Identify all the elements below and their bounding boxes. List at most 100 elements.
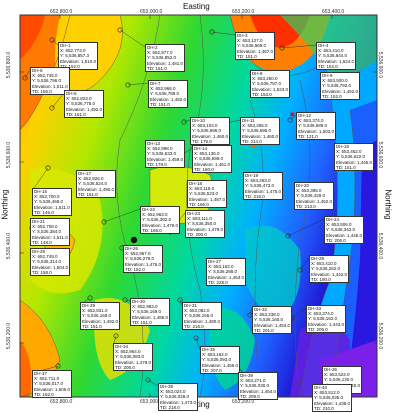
well-label-td: TD: 151.0	[237, 53, 257, 59]
well-label-elev: Elevation: 1,511.0	[34, 204, 70, 210]
well-leader-line	[127, 82, 149, 86]
well-label-x: X: 652,964.0	[115, 349, 141, 355]
well-label-box[interactable]: DH-1 X: 652,773.0 Y: 5,536,857.3 Elevation:…	[58, 42, 99, 71]
well-label-y: Y: 5,536,599.0	[194, 156, 224, 162]
well-label-box[interactable]: DH-24 X: 653,506.0 Y: 5,536,343.0 Elevation…	[324, 216, 365, 245]
well-label-y: Y: 5,536,168.0	[82, 313, 112, 319]
well-label-box[interactable]: DH-15 X: 653,462.0 Y: 5,536,622.0 Elevation…	[334, 143, 375, 172]
well-label-x: X: 652,963.0	[142, 212, 168, 218]
well-label-x: X: 652,831.0	[82, 308, 108, 314]
well-label-box[interactable]: DH-35 X: 653,162.0 Y: 5,536,093.0 Elevation…	[200, 346, 241, 375]
well-label-box[interactable]: DH-33 X: 653,374.0 Y: 5,536,162.0 Elevation…	[306, 305, 347, 334]
well-label-box[interactable]: DH-37 X: 652,711.0 Y: 5,536,017.0 Elevation…	[32, 370, 73, 399]
well-label-elev: Elevation: 1,511.0	[32, 83, 68, 89]
well-label-box[interactable]: DH-17 X: 652,826.0 Y: 5,536,524.0 Elevation…	[76, 170, 117, 199]
well-marker-icon[interactable]	[22, 75, 28, 81]
well-label-box[interactable]: DH-8 X: 653,260.0 Y: 5,536,787.0 Elevation:…	[250, 70, 291, 99]
well-label-box[interactable]: DH-5 X: 652,745.0 Y: 5,536,796.0 Elevation:…	[30, 67, 70, 96]
well-label-y: Y: 5,536,343.0	[326, 227, 356, 233]
well-label-y: Y: 5,536,524.0	[78, 181, 108, 187]
well-label-name: DH-5	[32, 68, 43, 73]
well-label-box[interactable]: DH-16 X: 652,700.0 Y: 5,536,468.0 Elevation…	[32, 188, 72, 217]
well-marker-icon[interactable]	[101, 219, 107, 225]
well-marker-icon[interactable]	[209, 29, 215, 35]
well-label-box[interactable]: DH-26 X: 652,967.0 Y: 5,536,279.0 Elevation…	[123, 245, 164, 274]
well-label-name: DH-28	[311, 256, 325, 261]
well-marker-icon[interactable]	[193, 335, 199, 341]
well-label-box[interactable]: DH-29 X: 652,831.0 Y: 5,536,168.0 Elevation…	[80, 302, 121, 331]
well-label-y: Y: 5,536,169.0	[132, 309, 162, 315]
well-label-box[interactable]: DH-28 X: 653,410.0 Y: 5,536,262.0 Elevation…	[309, 255, 350, 284]
well-label-box[interactable]: DH-23 X: 653,111.0 Y: 5,536,350.0 Elevation…	[185, 210, 226, 239]
well-label-box[interactable]: DH-12 X: 653,374.0 Y: 5,536,689.0 Elevation…	[296, 112, 337, 141]
well-label-name: DH-36	[324, 367, 338, 372]
well-label-y: Y: 5,536,689.0	[298, 123, 328, 129]
well-label-box[interactable]: DH-34 X: 652,964.0 Y: 5,536,083.0 Elevation…	[113, 343, 154, 372]
well-label-y: Y: 5,536,384.0	[32, 229, 62, 235]
well-label-x: X: 653,136.0	[194, 151, 220, 157]
well-label-x: X: 653,162.0	[202, 352, 228, 358]
well-label-box[interactable]: DH-9 X: 653,500.0 Y: 5,536,792.0 Elevation:…	[320, 72, 361, 101]
well-label-box[interactable]: DH-6 X: 652,823.0 Y: 5,536,778.0 Elevation:…	[64, 90, 105, 119]
well-marker-icon[interactable]	[55, 363, 61, 369]
well-marker-icon[interactable]	[49, 37, 55, 43]
well-label-box[interactable]: DH-4 X: 653,410.0 Y: 5,536,844.0 Elevation:…	[316, 42, 357, 71]
well-label-name: DH-16	[34, 189, 48, 194]
well-marker-icon[interactable]	[177, 297, 183, 303]
well-label-x: X: 652,983.0	[132, 304, 158, 310]
well-marker-icon[interactable]	[122, 297, 128, 303]
well-marker-icon[interactable]	[45, 165, 51, 171]
well-label-y: Y: 5,536,869.0	[237, 43, 267, 49]
well-leader-line	[287, 218, 325, 237]
well-label-box[interactable]: DH-18 X: 653,118.0 Y: 5,536,523.0 Elevation…	[187, 180, 228, 209]
well-label-box[interactable]: DH-20 X: 653,395.0 Y: 5,536,429.0 Elevation…	[294, 182, 335, 211]
well-label-name: DH-3	[237, 33, 248, 38]
well-marker-icon[interactable]	[297, 267, 303, 273]
well-label-box[interactable]: DH-3 X: 653,127.0 Y: 5,536,869.0 Elevation:…	[235, 32, 276, 61]
well-label-box[interactable]: DH-13 X: 652,998.0 Y: 5,536,633.0 Elevation…	[145, 140, 186, 169]
well-label-box[interactable]: DH-21 X: 652,708.0 Y: 5,536,384.0 Elevation…	[30, 218, 70, 247]
well-label-box[interactable]: DH-32 X: 653,238.0 Y: 5,536,160.0 Elevation…	[252, 306, 293, 335]
well-label-box[interactable]: DH-11 X: 653,255.0 Y: 5,536,695.0 Elevation…	[240, 117, 281, 146]
well-label-y: Y: 5,536,162.0	[308, 316, 338, 322]
well-label-y: Y: 5,536,473.0	[245, 183, 275, 189]
well-marker-icon[interactable]	[49, 105, 55, 111]
well-marker-icon[interactable]	[113, 333, 119, 339]
well-label-box[interactable]: DH-27 X: 653,162.0 Y: 5,536,288.0 Elevation…	[206, 258, 247, 287]
well-label-box[interactable]: DH-2 X: 652,977.0 Y: 5,536,852.0 Elevation:…	[145, 44, 186, 73]
well-label-y: Y: 5,536,787.0	[252, 81, 282, 87]
well-label-y: Y: 5,536,093.0	[202, 357, 232, 363]
well-label-y: Y: 5,536,633.0	[147, 151, 177, 157]
well-label-name: DH-26	[125, 246, 139, 251]
well-label-box[interactable]: DH-19 X: 653,263.0 Y: 5,536,473.0 Elevation…	[243, 172, 284, 201]
well-label-box[interactable]: DH-22 X: 652,963.0 Y: 5,536,392.0 Elevation…	[140, 206, 181, 235]
well-label-box[interactable]: DH-31 X: 653,082.0 Y: 5,536,155.0 Elevation…	[182, 302, 223, 331]
well-label-box[interactable]: DH-7 X: 652,966.0 Y: 5,536,789.0 Elevation:…	[148, 80, 189, 109]
well-label-box[interactable]: DH-25 X: 652,749.0 Y: 5,536,314.0 Elevation…	[30, 248, 71, 277]
well-label-box[interactable]: DH-40 X: 653,512.0 Y: 5,536,035.0 Elevation…	[312, 384, 353, 413]
well-marker-icon[interactable]	[87, 295, 93, 301]
well-label-y: Y: 5,536,350.0	[187, 221, 217, 227]
well-label-box[interactable]: DH-14 X: 653,136.0 Y: 5,536,599.0 Elevation…	[192, 145, 233, 174]
well-label-box[interactable]: DH-39 X: 653,271.0 Y: 5,536,030.0 Elevation…	[238, 372, 279, 401]
well-label-x: X: 653,111.0	[187, 216, 212, 222]
well-marker-icon[interactable]	[145, 377, 151, 383]
well-marker-icon[interactable]	[279, 45, 285, 51]
well-label-y: Y: 5,536,130.0	[324, 377, 354, 383]
well-label-box[interactable]: DH-30 X: 652,983.0 Y: 5,536,169.0 Elevation…	[130, 298, 171, 327]
well-marker-icon[interactable]	[125, 82, 131, 88]
well-marker-icon[interactable]	[287, 117, 293, 123]
well-label-name: DH-15	[336, 144, 350, 149]
well-marker-icon[interactable]	[285, 233, 291, 239]
well-label-box[interactable]: DH-10 X: 653,103.0 Y: 5,536,696.0 Elevation…	[190, 117, 231, 146]
well-label-td: TD: 160.0	[194, 166, 214, 172]
well-marker-icon[interactable]	[117, 27, 123, 33]
well-leader-line	[31, 167, 49, 192]
filled-well-marker-icon	[130, 236, 138, 244]
well-marker-icon[interactable]	[181, 119, 187, 125]
well-label-box[interactable]: DH-38 X: 653,024.0 Y: 5,536,028.0 Elevation…	[158, 383, 199, 412]
y-tick-right: 5,536,600.0	[377, 141, 384, 169]
well-leader-line	[291, 307, 307, 319]
well-label-elev: Elevation: 1,442.0	[311, 271, 348, 277]
